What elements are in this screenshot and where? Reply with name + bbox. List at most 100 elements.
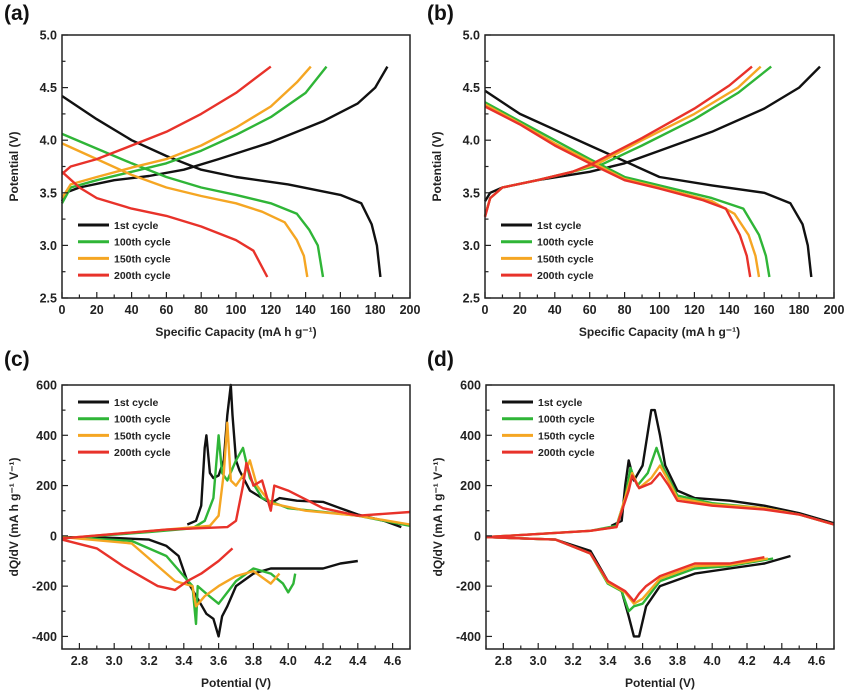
x-tick-label: 160: [330, 303, 351, 317]
x-tick-label: 3.0: [106, 654, 123, 668]
y-tick-label: -200: [32, 580, 57, 594]
legend-label: 1st cycle: [114, 220, 159, 232]
x-tick-label: 200: [400, 303, 421, 317]
y-axis-label: dQ/dV (mA h g⁻¹ V⁻¹): [7, 458, 21, 577]
series-line-1st-cycle-discharge: [61, 535, 358, 638]
series-line-1st-cycle-discharge: [485, 535, 791, 638]
legend: 1st cycle 100th cycle 150th cycle 200th cyc…: [501, 220, 594, 282]
y-tick-label: 3.5: [463, 186, 480, 200]
series-line-150th-cycle-charge: [60, 65, 312, 199]
series-line-200th-cycle-discharge: [61, 538, 234, 592]
y-tick-label: 4.5: [463, 81, 480, 95]
panel-a: (a) 0 20 40 60 80 100 120 140 160 180 200 2.5 3.0 3.5 4…: [4, 2, 420, 339]
legend-label: 100th cycle: [114, 237, 171, 249]
series-line-200th-cycle-charge: [483, 65, 753, 218]
x-tick-label: 80: [618, 303, 632, 317]
x-tick-label: 4.0: [280, 654, 297, 668]
x-tick-label: 40: [548, 303, 562, 317]
series-line-150th-cycle-discharge: [61, 535, 281, 608]
panel-label: (c): [4, 348, 30, 371]
y-axis-label: Potential (V): [430, 131, 444, 201]
y-tick-label: 4.0: [40, 134, 57, 148]
legend: 1st cycle 100th cycle 150th cycle 200th cyc…: [502, 397, 595, 459]
y-axis-label: dQ/dV (mA h g⁻¹ V⁻¹): [431, 458, 445, 577]
series-line-100th-cycle-charge: [483, 65, 772, 217]
series-line-200th-cycle-discharge: [485, 535, 765, 603]
x-tick-label: 60: [583, 303, 597, 317]
y-tick-label: 600: [36, 379, 57, 393]
y-tick-label: 4.0: [463, 134, 480, 148]
series-line-200th-cycle-discharge: [484, 105, 752, 278]
series-line-100th-cycle-discharge: [61, 535, 297, 626]
x-tick-label: 4.0: [704, 654, 721, 668]
series-line-1st-cycle-charge: [60, 65, 389, 202]
series-line-100th-cycle-charge: [60, 65, 328, 204]
x-tick-label: 2.8: [71, 654, 88, 668]
y-tick-label: 400: [36, 429, 57, 443]
y-tick-label: 0: [50, 529, 57, 543]
legend-label: 1st cycle: [537, 220, 582, 232]
x-tick-label: 0: [59, 303, 66, 317]
panel-c: (c) 2.8 3.0 3.2 3.4 3.6 3.8 4.0 4.2 4.4 4.6 -400 -20…: [4, 348, 411, 690]
series-line-100th-cycle-discharge: [484, 101, 771, 278]
legend-label: 100th cycle: [114, 414, 171, 426]
x-axis-label: Specific Capacity (mA h g⁻¹): [579, 325, 740, 339]
x-axis-label: Specific Capacity (mA h g⁻¹): [155, 325, 316, 339]
y-tick-label: 3.0: [40, 239, 57, 253]
x-tick-label: 80: [194, 303, 208, 317]
x-tick-label: 4.4: [773, 654, 790, 668]
series-line-150th-cycle-charge: [485, 464, 835, 539]
y-tick-label: 5.0: [463, 29, 480, 43]
series-line-100th-cycle-discharge: [61, 132, 325, 278]
x-tick-label: 3.4: [175, 654, 192, 668]
panel-b: (b) 0 20 40 60 80 100 120 140 160 180 200 2.5 3.0 3.5 4…: [427, 2, 844, 339]
legend: 1st cycle 100th cycle 150th cycle 200th cyc…: [78, 397, 171, 459]
x-tick-label: 3.2: [140, 654, 157, 668]
y-tick-label: 2.5: [40, 292, 57, 306]
x-tick-label: 100: [226, 303, 247, 317]
series-line-150th-cycle-discharge: [61, 142, 309, 278]
series-line-1st-cycle-charge: [610, 408, 835, 527]
x-tick-label: 140: [295, 303, 316, 317]
y-tick-label: 2.5: [463, 292, 480, 306]
x-tick-label: 160: [754, 303, 775, 317]
x-tick-label: 40: [125, 303, 139, 317]
series-line-200th-cycle-discharge: [61, 170, 269, 278]
x-tick-label: 140: [719, 303, 740, 317]
legend-label: 200th cycle: [114, 447, 171, 459]
y-tick-label: -200: [456, 580, 481, 594]
y-tick-label: 3.5: [40, 186, 57, 200]
series-line-200th-cycle-charge: [485, 471, 835, 539]
series-line-150th-cycle-charge: [483, 65, 762, 217]
legend: 1st cycle 100th cycle 150th cycle 200th cyc…: [78, 220, 171, 282]
legend-label: 100th cycle: [538, 414, 595, 426]
x-tick-label: 120: [684, 303, 705, 317]
y-tick-label: 4.5: [40, 81, 57, 95]
y-tick-label: -400: [456, 630, 481, 644]
panel-label: (d): [427, 348, 454, 371]
x-tick-label: 3.6: [210, 654, 227, 668]
x-tick-label: 120: [260, 303, 281, 317]
x-tick-label: 180: [365, 303, 386, 317]
x-tick-label: 20: [90, 303, 104, 317]
legend-label: 200th cycle: [538, 447, 595, 459]
legend-label: 100th cycle: [537, 237, 594, 249]
series-line-200th-cycle-charge: [61, 461, 411, 540]
x-tick-label: 4.2: [314, 654, 331, 668]
x-tick-label: 100: [649, 303, 670, 317]
x-tick-label: 3.8: [669, 654, 686, 668]
x-tick-label: 4.2: [738, 654, 755, 668]
x-tick-label: 4.6: [808, 654, 825, 668]
x-tick-label: 60: [159, 303, 173, 317]
x-tick-label: 4.4: [349, 654, 366, 668]
x-tick-label: 3.4: [599, 654, 616, 668]
series-line-1st-cycle-discharge: [484, 89, 813, 278]
x-tick-label: 20: [513, 303, 527, 317]
y-tick-label: 3.0: [463, 239, 480, 253]
x-tick-label: 0: [482, 303, 489, 317]
legend-label: 150th cycle: [537, 253, 594, 265]
series-line-1st-cycle-discharge: [61, 95, 382, 278]
series-line-150th-cycle-charge: [61, 421, 411, 540]
series-line-1st-cycle-charge: [483, 65, 821, 202]
